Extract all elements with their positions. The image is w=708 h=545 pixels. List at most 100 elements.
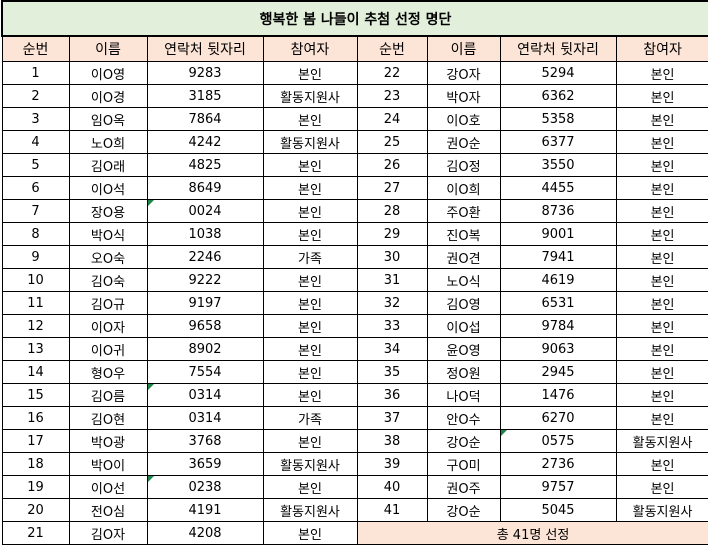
entry-participant[interactable]: 본인: [615, 84, 708, 108]
entry-number[interactable]: 13: [1, 337, 70, 361]
entry-participant[interactable]: 본인: [262, 199, 358, 223]
entry-number[interactable]: 38: [356, 429, 428, 453]
entry-name[interactable]: 노O식: [426, 268, 501, 292]
entry-participant[interactable]: 가족: [262, 406, 358, 430]
entry-phone[interactable]: 2246: [146, 245, 264, 269]
entry-participant[interactable]: 본인: [615, 291, 708, 315]
entry-phone[interactable]: 0238: [146, 475, 264, 499]
entry-phone[interactable]: 3550: [499, 153, 617, 177]
entry-name[interactable]: 권O견: [426, 245, 501, 269]
table-title[interactable]: 행복한 봄 나들이 추첨 선정 명단: [0, 0, 708, 37]
entry-name[interactable]: 권O순: [426, 130, 501, 154]
entry-number[interactable]: 11: [1, 291, 70, 315]
entry-name[interactable]: 진O복: [426, 222, 501, 246]
entry-phone[interactable]: 0314: [146, 383, 264, 407]
entry-number[interactable]: 41: [356, 498, 428, 522]
entry-name[interactable]: 안O수: [426, 406, 501, 430]
entry-phone[interactable]: 7941: [499, 245, 617, 269]
entry-number[interactable]: 31: [356, 268, 428, 292]
entry-name[interactable]: 이O선: [68, 475, 148, 499]
entry-name[interactable]: 이O희: [426, 176, 501, 200]
entry-phone[interactable]: 6531: [499, 291, 617, 315]
entry-participant[interactable]: 활동지원사: [615, 429, 708, 453]
entry-participant[interactable]: 본인: [615, 452, 708, 476]
entry-participant[interactable]: 본인: [615, 199, 708, 223]
entry-participant[interactable]: 활동지원사: [262, 498, 358, 522]
entry-phone[interactable]: 4619: [499, 268, 617, 292]
entry-number[interactable]: 15: [1, 383, 70, 407]
entry-phone[interactable]: 4242: [146, 130, 264, 154]
entry-phone[interactable]: 4825: [146, 153, 264, 177]
entry-name[interactable]: 이O귀: [68, 337, 148, 361]
entry-name[interactable]: 김O정: [426, 153, 501, 177]
entry-phone[interactable]: 0575: [499, 429, 617, 453]
entry-number[interactable]: 5: [1, 153, 70, 177]
entry-name[interactable]: 정O원: [426, 360, 501, 384]
entry-name[interactable]: 이O섭: [426, 314, 501, 338]
entry-number[interactable]: 14: [1, 360, 70, 384]
entry-participant[interactable]: 본인: [262, 107, 358, 131]
entry-participant[interactable]: 본인: [262, 337, 358, 361]
entry-phone[interactable]: 3659: [146, 452, 264, 476]
entry-name[interactable]: 이O경: [68, 84, 148, 108]
entry-number[interactable]: 9: [1, 245, 70, 269]
entry-participant[interactable]: 본인: [615, 222, 708, 246]
entry-phone[interactable]: 9283: [146, 61, 264, 85]
entry-name[interactable]: 노O희: [68, 130, 148, 154]
header-name[interactable]: 이름: [426, 35, 501, 62]
entry-phone[interactable]: 3768: [146, 429, 264, 453]
entry-phone[interactable]: 6362: [499, 84, 617, 108]
entry-name[interactable]: 강O자: [426, 61, 501, 85]
header-participant[interactable]: 참여자: [615, 35, 708, 62]
entry-number[interactable]: 28: [356, 199, 428, 223]
entry-phone[interactable]: 2736: [499, 452, 617, 476]
entry-number[interactable]: 10: [1, 268, 70, 292]
entry-number[interactable]: 29: [356, 222, 428, 246]
entry-phone[interactable]: 9001: [499, 222, 617, 246]
entry-phone[interactable]: 1476: [499, 383, 617, 407]
entry-phone[interactable]: 6270: [499, 406, 617, 430]
entry-participant[interactable]: 본인: [615, 383, 708, 407]
entry-number[interactable]: 20: [1, 498, 70, 522]
entry-participant[interactable]: 본인: [615, 107, 708, 131]
entry-name[interactable]: 이O석: [68, 176, 148, 200]
header-number[interactable]: 순번: [356, 35, 428, 62]
entry-name[interactable]: 김O래: [68, 153, 148, 177]
entry-name[interactable]: 윤O영: [426, 337, 501, 361]
entry-participant[interactable]: 본인: [615, 406, 708, 430]
entry-number[interactable]: 35: [356, 360, 428, 384]
entry-participant[interactable]: 본인: [615, 475, 708, 499]
entry-participant[interactable]: 본인: [615, 268, 708, 292]
entry-participant[interactable]: 본인: [262, 291, 358, 315]
entry-number[interactable]: 3: [1, 107, 70, 131]
entry-number[interactable]: 19: [1, 475, 70, 499]
entry-name[interactable]: 김O름: [68, 383, 148, 407]
entry-number[interactable]: 1: [1, 61, 70, 85]
entry-phone[interactable]: 3185: [146, 84, 264, 108]
entry-participant[interactable]: 가족: [262, 245, 358, 269]
entry-phone[interactable]: 7554: [146, 360, 264, 384]
entry-phone[interactable]: 0024: [146, 199, 264, 223]
entry-participant[interactable]: 본인: [262, 61, 358, 85]
entry-name[interactable]: 김O자: [68, 521, 148, 545]
entry-phone[interactable]: 1038: [146, 222, 264, 246]
entry-participant[interactable]: 본인: [262, 153, 358, 177]
entry-name[interactable]: 박O광: [68, 429, 148, 453]
entry-phone[interactable]: 5294: [499, 61, 617, 85]
entry-number[interactable]: 22: [356, 61, 428, 85]
entry-number[interactable]: 33: [356, 314, 428, 338]
entry-name[interactable]: 강O순: [426, 429, 501, 453]
entry-phone[interactable]: 9784: [499, 314, 617, 338]
entry-number[interactable]: 36: [356, 383, 428, 407]
entry-number[interactable]: 2: [1, 84, 70, 108]
entry-number[interactable]: 30: [356, 245, 428, 269]
entry-participant[interactable]: 본인: [262, 429, 358, 453]
entry-number[interactable]: 25: [356, 130, 428, 154]
entry-participant[interactable]: 본인: [615, 360, 708, 384]
entry-name[interactable]: 박O자: [426, 84, 501, 108]
entry-participant[interactable]: 본인: [615, 245, 708, 269]
entry-number[interactable]: 6: [1, 176, 70, 200]
entry-number[interactable]: 32: [356, 291, 428, 315]
entry-name[interactable]: 박O이: [68, 452, 148, 476]
entry-name[interactable]: 이O자: [68, 314, 148, 338]
